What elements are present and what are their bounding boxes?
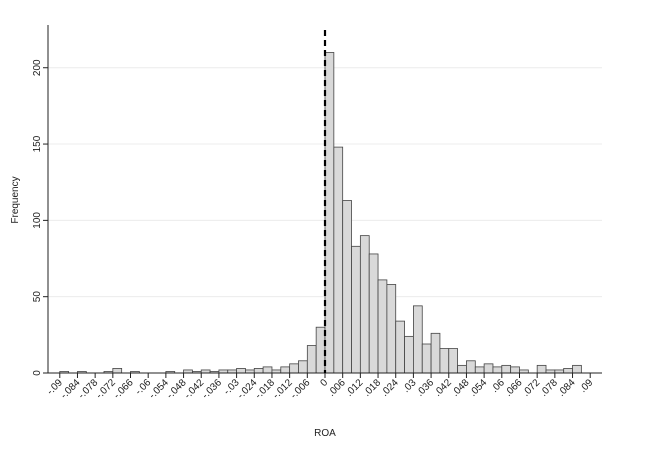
bar xyxy=(492,366,503,374)
bar xyxy=(439,348,450,374)
x-axis-label: ROA xyxy=(314,428,336,439)
bar xyxy=(306,345,317,374)
bar xyxy=(368,253,379,374)
bar xyxy=(386,284,397,374)
bar xyxy=(413,305,423,374)
bar xyxy=(324,52,335,374)
bar xyxy=(253,368,264,374)
bar xyxy=(236,368,246,374)
bar xyxy=(404,335,414,374)
bar xyxy=(377,279,388,374)
bar xyxy=(430,332,441,374)
bar xyxy=(262,366,273,374)
bar xyxy=(572,364,582,374)
bar xyxy=(315,326,326,374)
y-tick-label: 100 xyxy=(32,212,43,229)
bar xyxy=(112,368,123,374)
bar xyxy=(289,363,299,374)
bar xyxy=(359,235,370,374)
y-tick-label: 150 xyxy=(32,135,43,152)
bar xyxy=(466,360,476,374)
bar xyxy=(483,363,494,374)
bar xyxy=(421,343,432,374)
bar xyxy=(474,366,485,374)
bar xyxy=(298,360,308,374)
bar xyxy=(536,364,547,374)
y-tick-label: 50 xyxy=(32,291,43,303)
y-tick-label: 200 xyxy=(32,59,43,76)
bar xyxy=(457,364,467,374)
y-axis-label: Frequency xyxy=(10,176,21,223)
bar xyxy=(563,368,573,374)
bar xyxy=(501,364,512,374)
bar xyxy=(333,146,344,374)
bar xyxy=(351,245,361,374)
bar xyxy=(342,200,352,374)
y-tick-label: 0 xyxy=(32,370,43,376)
bar xyxy=(280,366,291,374)
bar xyxy=(510,366,520,374)
bar xyxy=(448,348,459,374)
bar xyxy=(395,320,405,374)
